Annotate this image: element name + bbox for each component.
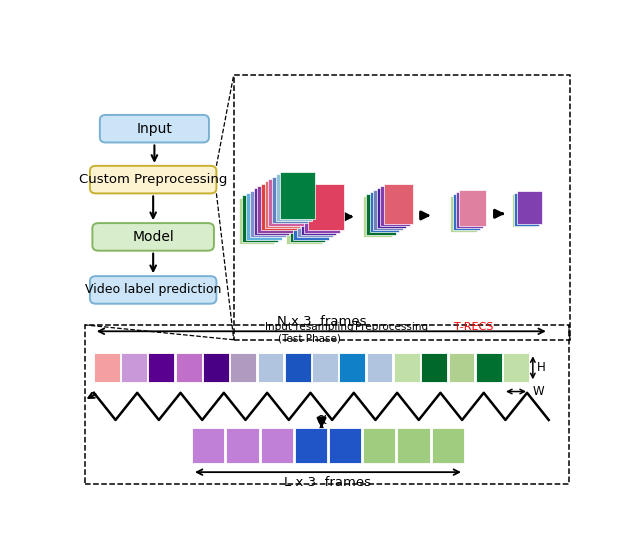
Bar bbox=[253, 188, 289, 235]
Bar bbox=[260, 428, 292, 463]
Bar bbox=[94, 353, 120, 382]
Bar bbox=[289, 195, 325, 242]
Bar bbox=[265, 181, 300, 228]
Text: H: H bbox=[537, 361, 545, 374]
Bar bbox=[227, 428, 259, 463]
Bar bbox=[257, 186, 293, 233]
Bar bbox=[380, 186, 410, 226]
Bar bbox=[394, 353, 420, 382]
Text: W: W bbox=[532, 385, 544, 398]
Bar bbox=[456, 192, 483, 228]
Bar bbox=[230, 353, 256, 382]
Text: Input: Input bbox=[136, 122, 172, 136]
Bar bbox=[421, 353, 447, 382]
Bar bbox=[515, 192, 540, 226]
Bar bbox=[373, 190, 403, 230]
Bar bbox=[308, 183, 344, 230]
Text: Model: Model bbox=[132, 230, 174, 244]
FancyBboxPatch shape bbox=[100, 115, 209, 143]
Bar bbox=[329, 428, 361, 463]
Bar bbox=[503, 353, 529, 382]
Bar bbox=[518, 191, 542, 224]
Bar bbox=[148, 353, 174, 382]
Text: Preprocessing: Preprocessing bbox=[355, 322, 428, 332]
Bar bbox=[366, 195, 396, 235]
Bar bbox=[312, 353, 338, 382]
FancyBboxPatch shape bbox=[90, 166, 216, 193]
Bar bbox=[243, 195, 278, 242]
Bar bbox=[285, 353, 310, 382]
Bar bbox=[121, 353, 147, 382]
Bar bbox=[203, 353, 229, 382]
Bar bbox=[293, 193, 329, 240]
Bar bbox=[250, 191, 285, 237]
Bar bbox=[239, 198, 275, 244]
Bar bbox=[261, 183, 297, 230]
Bar bbox=[367, 353, 392, 382]
Bar bbox=[286, 198, 321, 244]
Bar bbox=[280, 172, 316, 219]
Text: Input resampling
(Test Phase): Input resampling (Test Phase) bbox=[266, 322, 354, 343]
Bar bbox=[301, 188, 337, 235]
Text: Custom Preprocessing: Custom Preprocessing bbox=[79, 173, 227, 186]
Bar bbox=[364, 428, 396, 463]
Bar bbox=[397, 428, 429, 463]
Bar bbox=[305, 186, 340, 233]
Bar bbox=[431, 428, 464, 463]
Bar bbox=[272, 177, 308, 223]
Bar bbox=[297, 191, 333, 237]
Bar bbox=[176, 353, 202, 382]
Bar bbox=[511, 195, 536, 228]
Text: L x 3  frames: L x 3 frames bbox=[285, 477, 371, 489]
Bar bbox=[449, 353, 474, 382]
Bar bbox=[246, 193, 282, 240]
Bar bbox=[476, 353, 502, 382]
Bar bbox=[452, 193, 480, 230]
Bar bbox=[449, 196, 477, 231]
Bar bbox=[383, 183, 413, 224]
Bar bbox=[459, 190, 486, 226]
Bar bbox=[363, 196, 392, 237]
Text: Video label prediction: Video label prediction bbox=[85, 283, 221, 296]
Text: α: α bbox=[317, 412, 326, 427]
FancyBboxPatch shape bbox=[90, 276, 216, 304]
FancyBboxPatch shape bbox=[92, 223, 214, 251]
Bar bbox=[295, 428, 327, 463]
Bar bbox=[370, 192, 399, 233]
Bar bbox=[376, 188, 406, 228]
Bar bbox=[276, 174, 312, 221]
Bar bbox=[269, 179, 304, 226]
Text: T-RECS: T-RECS bbox=[454, 322, 493, 332]
Bar bbox=[257, 353, 284, 382]
Bar bbox=[192, 428, 225, 463]
Text: N x 3  frames: N x 3 frames bbox=[277, 315, 366, 328]
Bar bbox=[339, 353, 365, 382]
